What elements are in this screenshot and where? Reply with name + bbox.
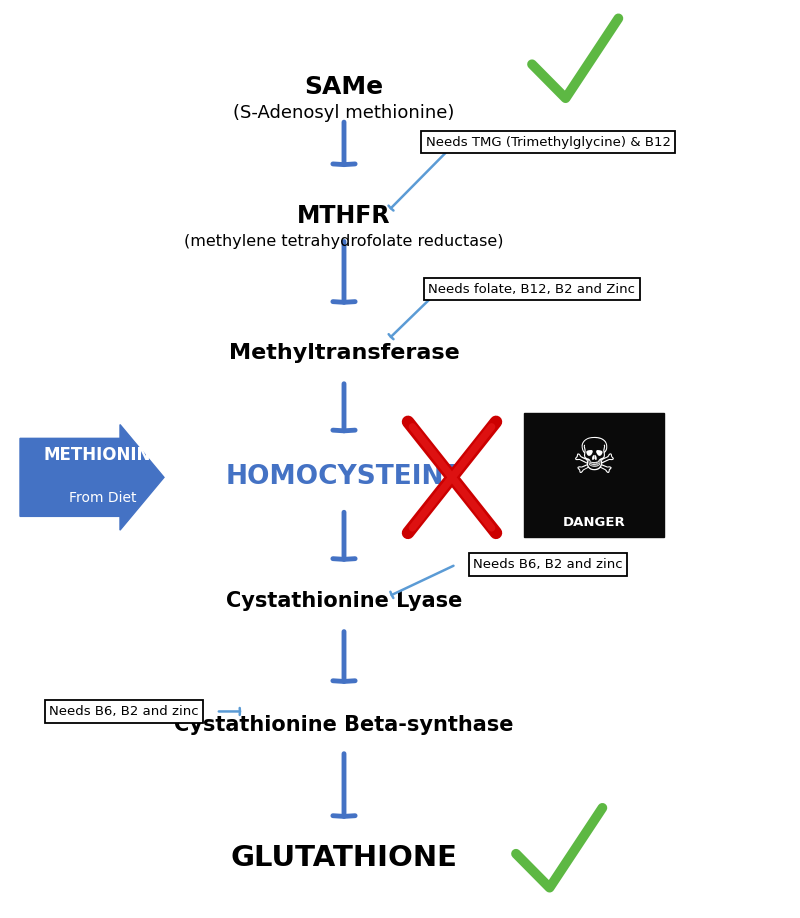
Text: METHIONINE: METHIONINE	[43, 446, 162, 465]
FancyArrow shape	[20, 424, 164, 531]
Text: From Diet: From Diet	[69, 490, 137, 505]
Text: Methyltransferase: Methyltransferase	[229, 343, 459, 364]
Text: Needs folate, B12, B2 and Zinc: Needs folate, B12, B2 and Zinc	[429, 283, 635, 296]
Text: ☠: ☠	[571, 435, 617, 483]
Text: Needs B6, B2 and zinc: Needs B6, B2 and zinc	[473, 558, 623, 571]
Text: (methylene tetrahydrofolate reductase): (methylene tetrahydrofolate reductase)	[184, 234, 504, 249]
Text: GLUTATHIONE: GLUTATHIONE	[230, 845, 458, 872]
FancyBboxPatch shape	[524, 413, 664, 537]
Text: Needs B6, B2 and zinc: Needs B6, B2 and zinc	[49, 705, 199, 718]
Text: Cystathionine Lyase: Cystathionine Lyase	[226, 591, 462, 611]
Text: (S-Adenosyl methionine): (S-Adenosyl methionine)	[234, 104, 454, 122]
Text: Cystathionine Beta-synthase: Cystathionine Beta-synthase	[174, 715, 514, 735]
Text: HOMOCYSTEINE: HOMOCYSTEINE	[226, 465, 462, 490]
Text: SAMe: SAMe	[305, 75, 383, 99]
Text: Needs TMG (Trimethylglycine) & B12: Needs TMG (Trimethylglycine) & B12	[426, 136, 670, 149]
Text: DANGER: DANGER	[562, 516, 626, 529]
Text: MTHFR: MTHFR	[298, 204, 390, 228]
